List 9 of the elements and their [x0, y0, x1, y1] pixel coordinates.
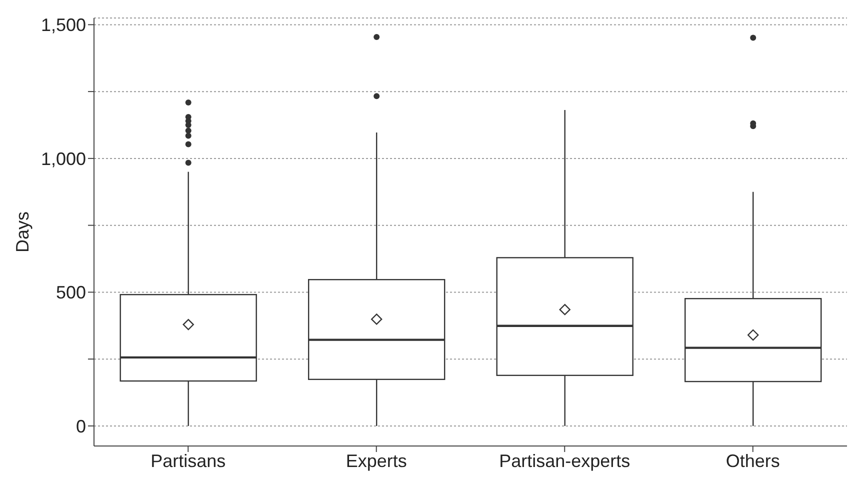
- y-tick-label: 500: [56, 282, 86, 303]
- y-axis-title: Days: [12, 211, 32, 253]
- x-tick-label: Experts: [346, 450, 407, 471]
- y-tick-label: 1,500: [40, 15, 86, 36]
- y-tick-label: 0: [76, 416, 86, 436]
- x-tick-label: Others: [726, 450, 780, 471]
- x-tick-label: Partisan-experts: [499, 450, 630, 471]
- y-tick-label: 1,000: [40, 148, 86, 169]
- x-tick-label: Partisans: [150, 450, 226, 471]
